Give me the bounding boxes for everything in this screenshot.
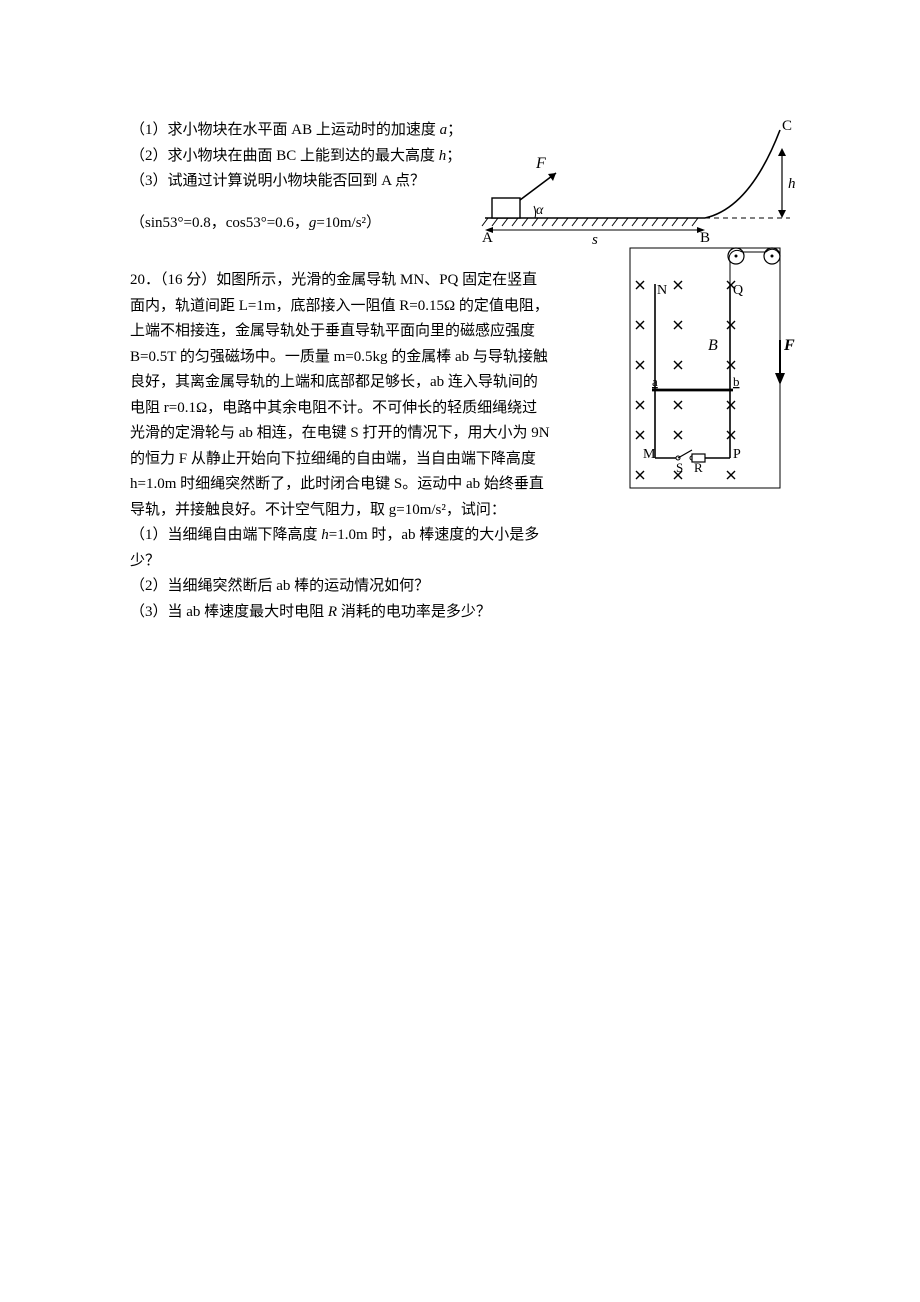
q20-q3b: 消耗的电功率是多少？ [337, 604, 491, 620]
q19-p2-end: ； [446, 148, 461, 164]
label-F: F [535, 155, 546, 172]
q20-q3a: （3）当 ab 棒速度最大时电阻 [130, 604, 328, 620]
label-N: N [657, 283, 667, 298]
label-P: P [733, 447, 741, 462]
q20-q1a: （1）当细绳自由端下降高度 [130, 527, 321, 543]
q20-q1c: 少？ [130, 553, 160, 569]
q20-part3: （3）当 ab 棒速度最大时电阻 R 消耗的电功率是多少？ [130, 600, 610, 626]
q20-l1: 面内，轨道间距 L=1m，底部接入一阻值 R=0.15Ω 的定值电阻， [130, 298, 549, 314]
q20-l2: 上端不相接连，金属导轨处于垂直导轨平面向里的磁感应强度 [130, 323, 535, 339]
q20-q1h: h [321, 527, 329, 543]
q19-p2-text: （2）求小物块在曲面 BC 上能到达的最大高度 [130, 148, 439, 164]
q20-part1: （1）当细绳自由端下降高度 h=1.0m 时，ab 棒速度的大小是多 少？ [130, 523, 610, 574]
label-h: h [788, 176, 796, 192]
q20-l3: B=0.5T 的匀强磁场中。一质量 m=0.5kg 的金属棒 ab 与导轨接触 [130, 349, 548, 365]
q19-part2: （2）求小物块在曲面 BC 上能到达的最大高度 h； [130, 144, 470, 170]
label-C: C [782, 118, 792, 134]
q20-l4: 良好，其离金属导轨的上端和底部都足够长，ab 连入导轨间的 [130, 374, 538, 390]
q19-p1-var: a [440, 122, 448, 138]
label-R: R [694, 460, 703, 475]
label-b: b [733, 374, 740, 389]
label-Bfield: B [708, 337, 718, 354]
q20-block: 20．（16 分）如图所示，光滑的金属导轨 MN、PQ 固定在竖直 面内，轨道间… [130, 268, 790, 625]
q20-l9: 导轨，并接触良好。不计空气阻力，取 g=10m/s²，试问： [130, 502, 506, 518]
label-alpha: α [536, 203, 544, 218]
q19-text: （1）求小物块在水平面 AB 上运动时的加速度 a； （2）求小物块在曲面 BC… [130, 118, 470, 195]
q20-l5: 电阻 r=0.1Ω，电路中其余电阻不计。不可伸长的轻质细绳绕过 [130, 400, 537, 416]
q20-l8: h=1.0m 时细绳突然断了，此时闭合电键 S。运动中 ab 始终垂直 [130, 476, 544, 492]
q20-body: 20．（16 分）如图所示，光滑的金属导轨 MN、PQ 固定在竖直 面内，轨道间… [130, 268, 610, 523]
q20-score: （16 分） [160, 272, 216, 288]
q19-given-prefix: （sin53°=0.8，cos53°=0.6， [130, 215, 309, 231]
q20-figure: N Q M P S R B F a b [630, 240, 790, 490]
q19-block: （1）求小物块在水平面 AB 上运动时的加速度 a； （2）求小物块在曲面 BC… [130, 118, 790, 236]
q20-l7: 的恒力 F 从静止开始向下拉细绳的自由端，当自由端下降高度 [130, 451, 536, 467]
q20-text: 20．（16 分）如图所示，光滑的金属导轨 MN、PQ 固定在竖直 面内，轨道间… [130, 268, 610, 625]
label-M: M [643, 447, 656, 462]
q19-p1-text: （1）求小物块在水平面 AB 上运动时的加速度 [130, 122, 440, 138]
q20-l6: 光滑的定滑轮与 ab 相连，在电键 S 打开的情况下，用大小为 9N [130, 425, 550, 441]
label-A: A [482, 230, 493, 246]
label-S: S [676, 460, 683, 475]
q19-figure: F α A B C s h [480, 118, 800, 258]
q20-num: 20． [130, 272, 160, 288]
q20-q1b: =1.0m 时，ab 棒速度的大小是多 [329, 527, 540, 543]
q20-q3R: R [328, 604, 337, 620]
label-a: a [652, 374, 658, 389]
q20-part2: （2）当细绳突然断后 ab 棒的运动情况如何？ [130, 574, 610, 600]
q20-l0: 如图所示，光滑的金属导轨 MN、PQ 固定在竖直 [216, 272, 537, 288]
q19-given-suffix: =10m/s²） [316, 215, 381, 231]
q19-part1: （1）求小物块在水平面 AB 上运动时的加速度 a； [130, 118, 470, 144]
label-Q: Q [733, 283, 743, 298]
label-Fforce: F [783, 337, 795, 354]
q19-part3: （3）试通过计算说明小物块能否回到 A 点？ [130, 169, 470, 195]
q19-p1-end: ； [447, 122, 462, 138]
label-s: s [592, 232, 598, 248]
